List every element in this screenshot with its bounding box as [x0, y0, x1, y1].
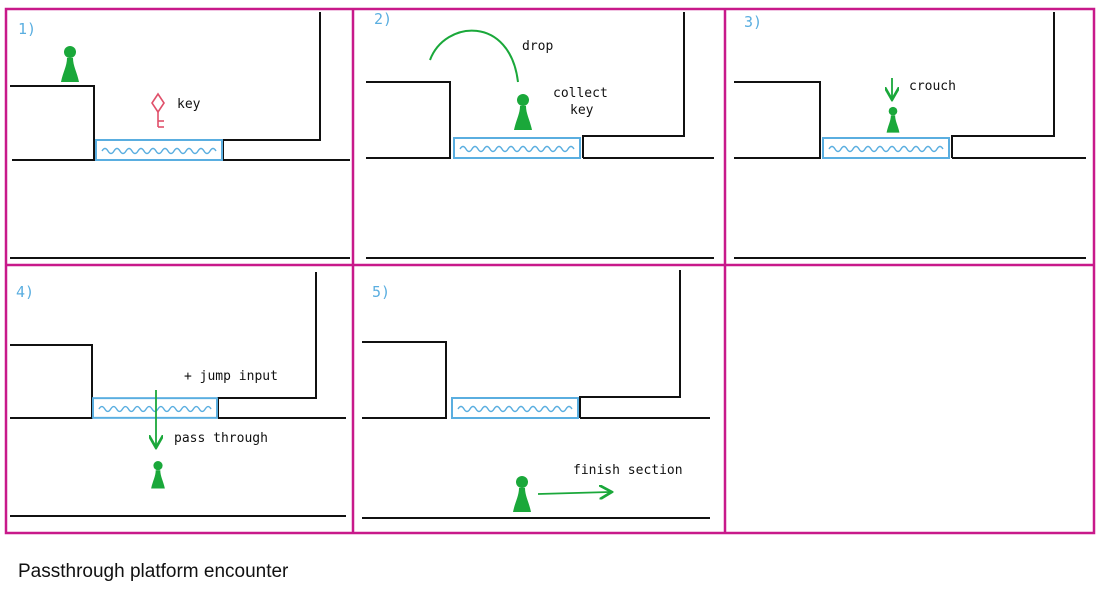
note-collect: collect — [553, 86, 608, 101]
panel-frame-grid — [4, 7, 1096, 535]
panel-1: 1) key — [10, 12, 350, 259]
note-key: key — [570, 103, 594, 118]
panel-number: 1) — [18, 20, 36, 38]
passthrough-platform-icon — [453, 137, 581, 159]
panel-number: 5) — [372, 283, 390, 301]
player-pawn-icon — [151, 461, 165, 489]
level-geometry — [362, 270, 710, 519]
panel-5: 5) finish section — [362, 270, 710, 519]
passthrough-platform-icon — [451, 397, 579, 419]
panel-number: 4) — [16, 283, 34, 301]
passthrough-platform-icon — [822, 137, 950, 159]
player-pawn-icon — [886, 106, 900, 133]
panel-number: 2) — [374, 10, 392, 28]
note-crouch: crouch — [909, 79, 956, 94]
player-pawn-icon — [61, 46, 79, 82]
figure-caption: Passthrough platform encounter — [18, 561, 289, 582]
passthrough-platform-icon — [92, 397, 218, 419]
level-geometry — [734, 12, 1086, 259]
drop-arc — [429, 29, 519, 83]
key-icon — [151, 92, 165, 128]
note-key: key — [177, 97, 201, 112]
passthrough-platform-icon — [95, 139, 223, 161]
level-geometry — [10, 12, 350, 259]
player-pawn-icon — [513, 476, 531, 512]
level-geometry — [366, 12, 714, 259]
panel-4: 4) + jump input pass through — [10, 272, 346, 517]
panel-number: 3) — [744, 13, 762, 31]
note-drop: drop — [522, 39, 553, 54]
note-finish-section: finish section — [573, 463, 683, 478]
note-pass-through: pass through — [174, 431, 268, 446]
note-jump-input: + jump input — [184, 369, 278, 384]
player-pawn-icon — [514, 94, 532, 130]
panel-3: 3) crouch — [734, 12, 1086, 259]
finish-arrow — [537, 492, 610, 494]
level-geometry — [10, 272, 346, 517]
panel-2: 2) drop collect key — [366, 10, 714, 259]
